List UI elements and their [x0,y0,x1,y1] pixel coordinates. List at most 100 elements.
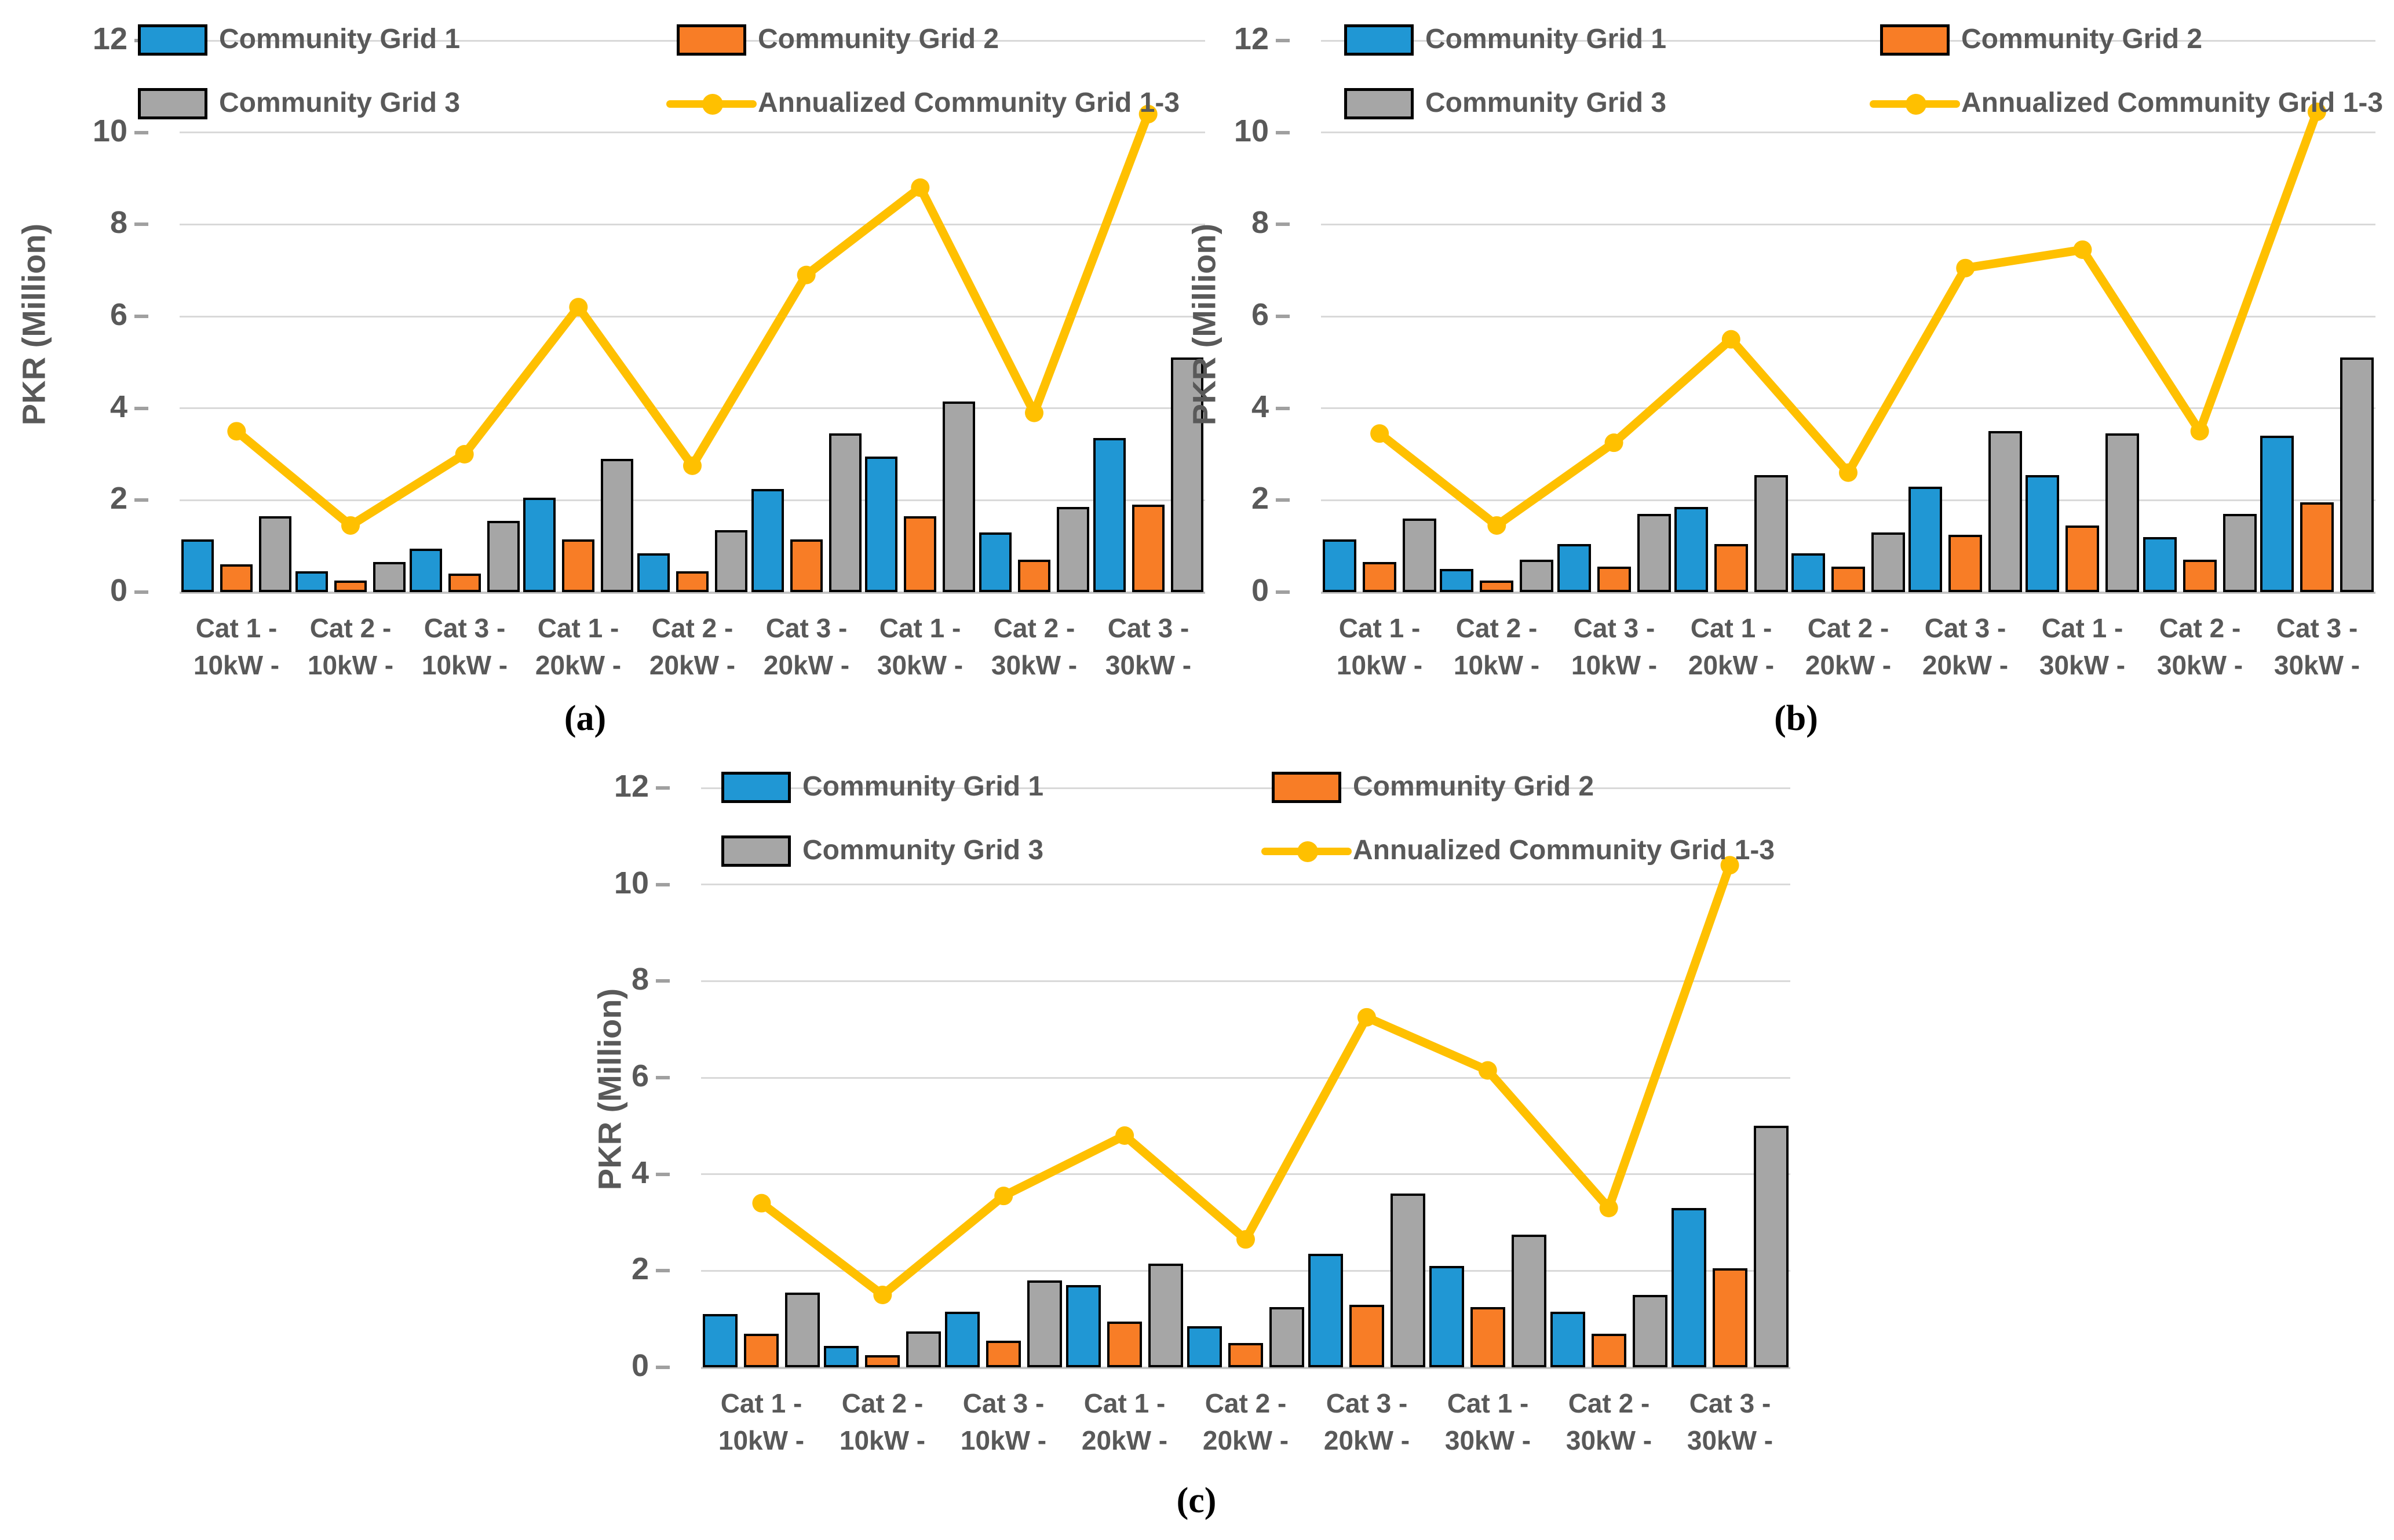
bar-grid1-cat2-30kw [979,532,1012,592]
bar-grid2-cat3-10kw [448,574,481,592]
x-tick-label-5: Cat 2 - 20kW - [1805,613,1892,680]
legend-line-marker-a [702,94,723,115]
caption-c: (c) [1176,1481,1217,1520]
x-tick-label-1: Cat 1 - 10kW - [193,613,280,680]
bar-grid1-cat2-20kw [637,553,670,592]
x-tick-label-3: Cat 3 - 10kW - [421,613,508,680]
gridline-2 [1321,499,2375,501]
bar-grid3-cat3-10kw [1637,514,1671,592]
legend-label-annualized-a: Annualized Community Grid 1-3 [758,87,1180,118]
line-marker-a-7 [911,178,930,197]
bar-grid3-cat1-10kw [785,1292,820,1367]
y-tick-mark-0 [134,590,148,594]
bar-grid2-cat1-30kw [904,516,936,592]
bar-grid2-cat1-10kw [744,1333,779,1367]
y-tick-label-8: 8 [1251,205,1269,240]
y-tick-label-4: 4 [110,389,127,424]
y-tick-label-12: 12 [92,21,127,56]
y-tick-mark-4 [134,406,148,410]
x-tick-label-9: Cat 3 - 30kW - [1105,613,1192,680]
legend-swatch-community-grid-3-a [138,88,207,119]
bar-grid2-cat3-30kw [1132,505,1165,592]
x-tick-label-5: Cat 2 - 20kW - [649,613,736,680]
y-tick-label-8: 8 [110,205,127,240]
gridline-10 [180,132,1205,134]
bar-grid2-cat1-10kw [220,564,253,592]
bar-grid1-cat3-30kw [1672,1208,1706,1367]
bar-grid1-cat3-30kw [2260,436,2294,592]
bar-grid1-cat1-20kw [1674,507,1708,592]
bar-grid3-cat1-20kw [601,458,633,592]
bar-grid1-cat3-30kw [1093,438,1126,592]
legend-swatch-community-grid-2-c [1272,772,1341,803]
gridline-6 [701,1076,1790,1079]
bar-grid1-cat2-20kw [1187,1326,1222,1367]
line-marker-b-9 [2307,102,2326,121]
x-tick-label-8: Cat 2 - 30kW - [2156,613,2243,680]
legend-label-annualized-c: Annualized Community Grid 1-3 [1353,835,1775,866]
line-marker-c-9 [1720,856,1739,875]
bar-grid1-cat3-20kw [1908,486,1942,592]
bar-grid1-cat3-10kw [945,1312,980,1367]
gridline-2 [180,499,1205,501]
line-marker-b-8 [2190,422,2209,441]
annualized-line-a [227,104,1158,535]
gridline-4 [1321,407,2375,410]
y-tick-label-0: 0 [631,1348,649,1383]
y-tick-mark-6 [1276,315,1290,318]
bar-grid2-cat3-30kw [1713,1268,1747,1367]
bar-grid2-cat3-10kw [1597,567,1631,592]
bar-grid2-cat1-20kw [1107,1321,1142,1367]
y-tick-label-6: 6 [110,297,127,332]
legend-swatch-community-grid-1-b [1344,24,1414,56]
bar-grid1-cat1-30kw [1429,1266,1464,1367]
caption-a: (a) [564,699,607,738]
line-marker-b-7 [2073,240,2092,259]
y-tick-mark-10 [134,130,148,134]
x-tick-label-4: Cat 1 - 20kW - [1081,1388,1168,1455]
bar-grid1-cat1-30kw [2026,475,2059,592]
bar-grid3-cat3-30kw [1171,357,1203,592]
y-tick-mark-12 [656,786,670,790]
bar-grid2-cat2-10kw [334,581,367,592]
y-tick-label-12: 12 [1234,21,1269,56]
bar-grid1-cat1-20kw [523,498,556,592]
bar-grid1-cat2-10kw [824,1345,859,1367]
bar-grid2-cat2-30kw [1018,560,1050,592]
bar-grid2-cat2-10kw [1480,581,1513,592]
gridline-6 [180,315,1205,318]
legend-swatch-community-grid-2-b [1880,24,1950,56]
line-marker-a-5 [683,456,702,475]
bar-grid1-cat1-10kw [181,539,214,592]
line-marker-c-6 [1357,1008,1376,1027]
y-tick-label-8: 8 [631,962,649,997]
legend-line-marker-b [1906,94,1926,115]
line-marker-c-3 [994,1187,1013,1206]
x-tick-label-8: Cat 2 - 30kW - [991,613,1078,680]
bar-grid3-cat2-30kw [2223,514,2257,592]
bar-grid3-cat3-30kw [2340,357,2374,592]
bar-grid3-cat2-20kw [1269,1307,1304,1367]
bar-grid2-cat2-10kw [865,1355,900,1367]
legend-swatch-community-grid-1-a [138,24,207,56]
bar-grid2-cat3-10kw [986,1341,1021,1367]
bar-grid1-cat1-30kw [865,456,897,592]
y-tick-mark-4 [1276,406,1290,410]
y-tick-label-2: 2 [110,481,127,516]
y-tick-mark-4 [656,1172,670,1176]
bar-grid2-cat3-20kw [790,539,823,592]
x-tick-label-6: Cat 3 - 20kW - [763,613,850,680]
bar-grid1-cat3-10kw [410,548,442,592]
bar-grid3-cat2-10kw [906,1331,941,1367]
legend-swatch-community-grid-2-a [677,24,746,56]
line-marker-b-1 [1370,424,1389,443]
bar-grid3-cat2-30kw [1633,1295,1667,1367]
y-tick-label-12: 12 [614,769,649,804]
y-tick-mark-0 [656,1366,670,1369]
y-tick-label-4: 4 [631,1155,649,1190]
bar-grid1-cat2-30kw [2143,537,2177,592]
bar-grid2-cat2-20kw [676,571,709,592]
annualized-line-c [752,856,1739,1304]
bar-grid1-cat2-10kw [295,571,328,592]
